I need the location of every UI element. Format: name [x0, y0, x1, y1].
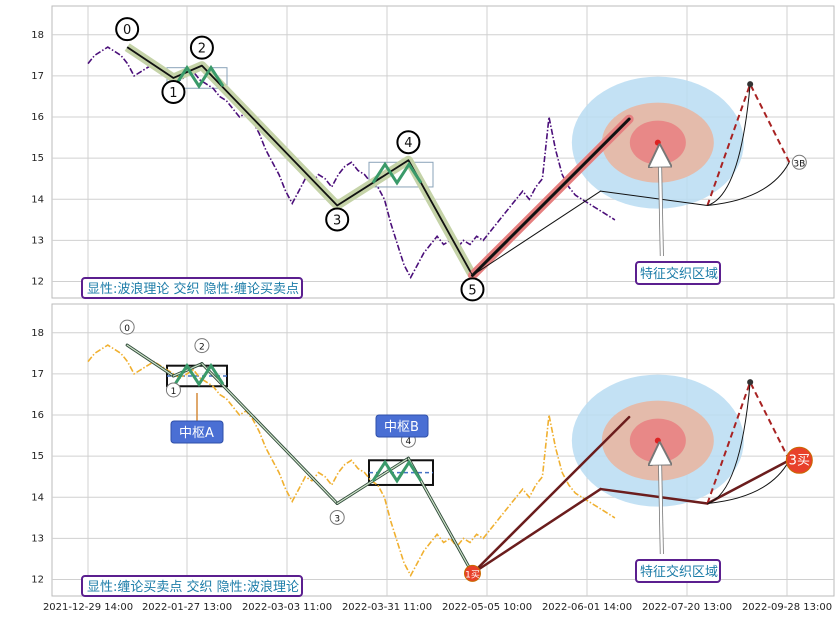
- feature-zone-center: [654, 139, 661, 146]
- wave-seg-inner: [336, 457, 409, 505]
- center-a-label: 中枢A: [170, 420, 224, 444]
- x-tick-label: 2022-03-31 11:00: [342, 602, 432, 613]
- y-tick-label: 17: [31, 71, 44, 82]
- y-tick-label: 15: [31, 153, 44, 164]
- wave-point-3: 3: [329, 509, 345, 525]
- pivot-zigzag: [371, 459, 423, 484]
- wave-point-4: 4: [396, 130, 421, 155]
- center-b-text: 中枢B: [384, 420, 419, 435]
- center-a-text: 中枢A: [179, 426, 214, 441]
- wave-point-2: 2: [194, 338, 210, 354]
- y-tick-label: 16: [31, 112, 44, 123]
- x-tick-label: 2022-07-20 13:00: [642, 602, 732, 613]
- x-tick-label: 2021-12-29 14:00: [43, 602, 133, 613]
- svg-text:1: 1: [171, 387, 177, 397]
- feature-curve-2: [707, 162, 790, 206]
- svg-text:3B: 3B: [793, 159, 805, 169]
- bottom-feature-zone-label: 特征交织区域: [635, 559, 721, 583]
- y-tick-label: 13: [31, 533, 44, 544]
- feature-arrow: [660, 156, 662, 257]
- bottom-annotation-box: 显性:缠论买卖点 交织 隐性:波浪理论: [81, 575, 303, 597]
- x-tick-label: 2022-06-01 14:00: [542, 602, 632, 613]
- stroke-low-3buy: [706, 459, 791, 505]
- wave-point-3: 3: [325, 207, 350, 232]
- svg-text:4: 4: [404, 136, 412, 151]
- svg-text:3: 3: [333, 213, 341, 228]
- feature-curve: [707, 84, 751, 206]
- x-tick-label: 2022-03-03 11:00: [242, 602, 332, 613]
- wave-seg-inner: [126, 344, 175, 377]
- svg-text:3: 3: [334, 514, 340, 524]
- stroke-2-3: [201, 65, 338, 206]
- y-tick-label: 14: [31, 492, 44, 503]
- y-tick-label: 18: [31, 30, 44, 41]
- bottom-annotation-text: 显性:缠论买卖点 交织 隐性:波浪理论: [87, 579, 299, 595]
- y-tick-label: 17: [31, 369, 44, 380]
- feature-arrow: [660, 454, 662, 555]
- top-annotation-text: 显性:波浪理论 交织 隐性:缠论买卖点: [87, 281, 299, 297]
- feature-curve: [707, 382, 751, 504]
- x-tick-label: 2022-09-28 13:00: [742, 602, 832, 613]
- feature-peak-dot: [747, 81, 754, 88]
- svg-text:5: 5: [468, 283, 476, 298]
- feature-peak-dot: [747, 379, 754, 386]
- wave-point-6: 3买: [785, 446, 813, 474]
- top-feature-zone-label: 特征交织区域: [635, 261, 721, 285]
- wave-point-1: 1: [165, 382, 181, 398]
- svg-text:3买: 3买: [789, 453, 810, 468]
- pivot-zigzag: [173, 64, 225, 89]
- wave-5-up-line: [470, 117, 631, 277]
- svg-text:1买: 1买: [465, 569, 480, 580]
- svg-text:0: 0: [124, 324, 130, 334]
- y-tick-label: 12: [31, 277, 44, 288]
- svg-text:2: 2: [199, 343, 205, 353]
- y-tick-label: 18: [31, 328, 44, 339]
- y-tick-label: 14: [31, 194, 44, 205]
- y-tick-label: 12: [31, 575, 44, 586]
- feature-zone-center: [654, 437, 661, 444]
- center-b-label: 中枢B: [375, 414, 429, 438]
- wave-seg-inner: [172, 363, 203, 377]
- feature-dashed-path: [706, 81, 791, 206]
- wave-point-1: 1: [161, 79, 186, 104]
- y-tick-label: 13: [31, 235, 44, 246]
- x-tick-label: 2022-01-27 13:00: [142, 602, 232, 613]
- svg-text:0: 0: [123, 23, 131, 38]
- bottom-feature-zone-text: 特征交织区域: [640, 564, 718, 580]
- top-annotation-box: 显性:波浪理论 交织 隐性:缠论买卖点: [81, 277, 303, 299]
- svg-text:1: 1: [169, 86, 177, 101]
- y-tick-label: 15: [31, 451, 44, 462]
- top-feature-zone-text: 特征交织区域: [640, 266, 718, 282]
- pivot-zigzag: [371, 161, 423, 186]
- feature-dashed-path: [706, 379, 791, 504]
- wave-point-2: 2: [189, 35, 214, 60]
- stroke-hl-low: [599, 487, 709, 505]
- stroke-hl-low: [600, 190, 708, 206]
- svg-text:2: 2: [198, 42, 206, 57]
- feature-curve-2: [707, 460, 790, 504]
- wave-seg-inner: [201, 363, 338, 505]
- x-tick-label: 2022-05-05 10:00: [442, 602, 532, 613]
- pivot-zigzag: [173, 362, 225, 387]
- stroke-5-hl: [471, 487, 602, 575]
- wave-point-9: 3B: [791, 154, 807, 170]
- svg-text:4: 4: [406, 437, 412, 447]
- wave-point-5: 1买: [463, 564, 481, 582]
- stroke-5-up: [471, 415, 631, 575]
- wave-point-0: 0: [115, 17, 140, 42]
- y-tick-label: 16: [31, 410, 44, 421]
- wave-point-0: 0: [119, 319, 135, 335]
- wave-point-5: 5: [460, 277, 485, 302]
- stroke-5-hl: [471, 190, 602, 276]
